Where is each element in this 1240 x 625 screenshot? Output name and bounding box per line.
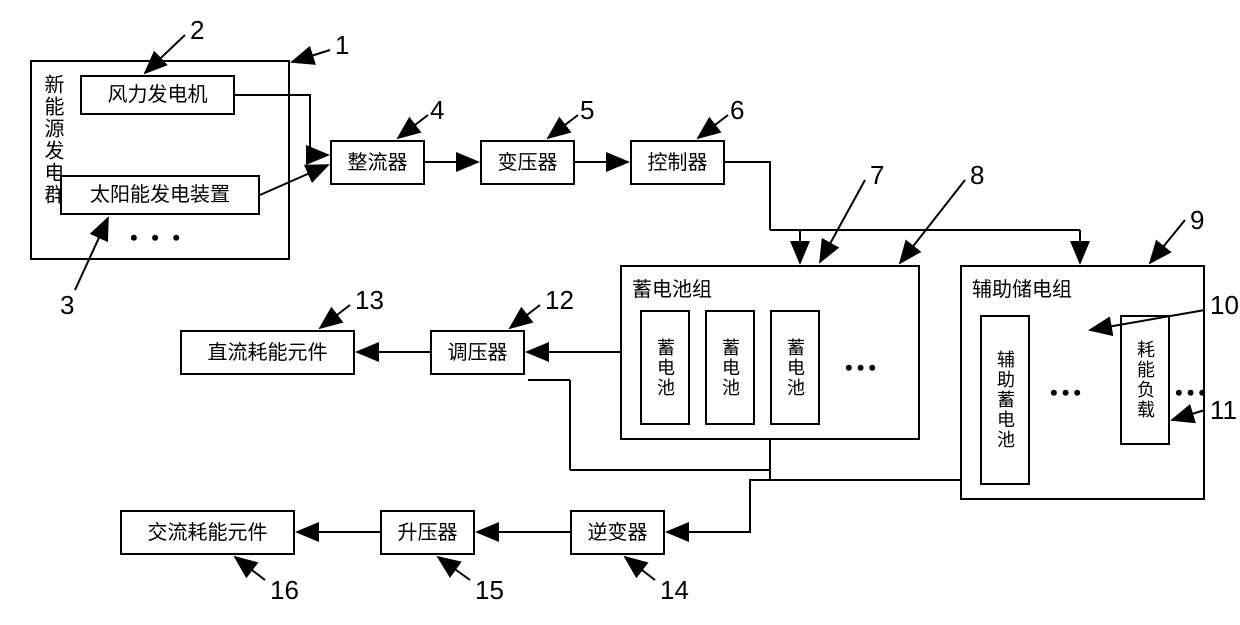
label-14: 14	[660, 575, 689, 606]
battery-cell-2-label: 蓄电池	[717, 338, 743, 398]
load-box: 耗能负载	[1120, 315, 1170, 445]
label-3: 3	[60, 290, 74, 321]
dc-load-label: 直流耗能元件	[208, 341, 328, 365]
regulator-label: 调压器	[448, 341, 508, 365]
aux-battery-box: 辅助蓄电池	[980, 315, 1030, 485]
label-15: 15	[475, 575, 504, 606]
wind-label: 风力发电机	[108, 83, 208, 107]
ac-load-box: 交流耗能元件	[120, 510, 295, 555]
label-8: 8	[970, 160, 984, 191]
ac-load-label: 交流耗能元件	[148, 521, 268, 545]
wind-generator-box: 风力发电机	[80, 75, 235, 115]
transformer-box: 变压器	[480, 140, 575, 185]
label-11: 11	[1210, 395, 1237, 426]
load-label: 耗能负载	[1132, 340, 1158, 420]
aux-ellipsis-1: •••	[1050, 380, 1085, 406]
label-7: 7	[870, 160, 884, 191]
aux-battery-label: 辅助蓄电池	[992, 350, 1018, 450]
group-ellipsis: • • •	[130, 225, 184, 251]
controller-label: 控制器	[648, 151, 708, 175]
aux-group-title: 辅助储电组	[972, 273, 1072, 302]
battery-cell-1: 蓄电池	[640, 310, 690, 425]
rectifier-box: 整流器	[330, 140, 425, 185]
label-10: 10	[1210, 290, 1239, 321]
battery-ellipsis: •••	[845, 355, 880, 381]
booster-box: 升压器	[380, 510, 475, 555]
label-4: 4	[430, 95, 444, 126]
label-9: 9	[1190, 205, 1204, 236]
inverter-box: 逆变器	[570, 510, 665, 555]
label-5: 5	[580, 95, 594, 126]
booster-label: 升压器	[398, 521, 458, 545]
aux-ellipsis-2: •••	[1175, 380, 1210, 406]
label-16: 16	[270, 575, 299, 606]
battery-cell-3-label: 蓄电池	[782, 338, 808, 398]
label-6: 6	[730, 95, 744, 126]
rectifier-label: 整流器	[348, 151, 408, 175]
label-12: 12	[545, 285, 574, 316]
transformer-label: 变压器	[498, 151, 558, 175]
battery-group-title: 蓄电池组	[632, 273, 712, 302]
battery-cell-2: 蓄电池	[705, 310, 755, 425]
dc-load-box: 直流耗能元件	[180, 330, 355, 375]
battery-cell-1-label: 蓄电池	[652, 338, 678, 398]
battery-cell-3: 蓄电池	[770, 310, 820, 425]
regulator-box: 调压器	[430, 330, 525, 375]
solar-label: 太阳能发电装置	[90, 183, 230, 207]
label-2: 2	[190, 15, 204, 46]
solar-generator-box: 太阳能发电装置	[60, 175, 260, 215]
controller-box: 控制器	[630, 140, 725, 185]
label-13: 13	[355, 285, 384, 316]
inverter-label: 逆变器	[588, 521, 648, 545]
label-1: 1	[335, 30, 349, 61]
